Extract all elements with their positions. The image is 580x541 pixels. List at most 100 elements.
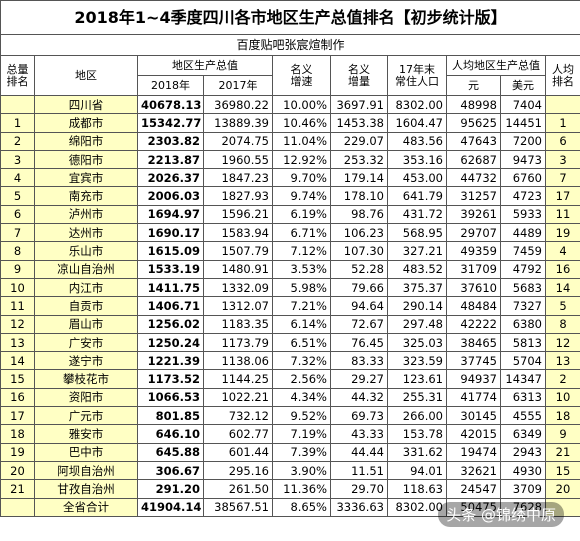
cell: 5813 (500, 332, 546, 353)
cell: 375.37 (387, 277, 447, 298)
cell: 29707 (446, 223, 501, 243)
text: 1596.21 (221, 207, 269, 222)
text: 地区 (75, 68, 97, 82)
text: 13 (555, 353, 571, 368)
text: 20 (10, 463, 25, 478)
row: 17 广元市 801.85 732.12 9.52% 69.73 266.00 30145 45… (0, 406, 580, 426)
text: 名义 (348, 62, 370, 76)
cell: 德阳市 (34, 149, 138, 170)
text: 3 (559, 152, 567, 167)
row: 2 绵阳市 2303.82 2074.75 11.04% 229.07 483.56 4764… (0, 131, 580, 151)
cell: 602.77 (203, 424, 273, 444)
cell: 1411.75 (137, 277, 204, 298)
cell (545, 497, 580, 517)
cell: 1 (545, 113, 580, 133)
text: 资阳市 (68, 390, 104, 405)
text: 8302.00 (395, 500, 443, 515)
cell: 6.19% (272, 204, 331, 225)
text: 52.28 (351, 262, 384, 277)
text: 107.30 (343, 244, 384, 259)
cell: 4 (0, 168, 35, 188)
text: 2303.82 (147, 134, 200, 149)
cell: 327.21 (387, 241, 447, 261)
text: 7.19% (290, 426, 327, 441)
cell: 1183.35 (203, 314, 273, 334)
cell: 泸州市 (34, 204, 138, 225)
cell: 凉山自治州 (34, 259, 138, 279)
header-cell: 人均 排名 (545, 55, 580, 96)
cell: 5 (545, 296, 580, 316)
cell (545, 94, 580, 115)
cell: 94937 (446, 369, 501, 389)
text: 10 (555, 390, 571, 405)
text: 百度贴吧张宸煊制作 (236, 38, 345, 52)
text: 排名 (6, 74, 29, 88)
text: 69.73 (351, 408, 384, 423)
cell: 601.44 (203, 442, 273, 462)
text: 253.32 (343, 152, 384, 167)
row: 14 遂宁市 1221.39 1138.06 7.32% 83.33 323.59 37745… (0, 351, 580, 371)
text: 11 (10, 298, 25, 313)
cell: 1022.21 (203, 387, 273, 408)
text: 30145 (460, 408, 497, 423)
text: 2018年 (151, 78, 190, 92)
text: 7459 (512, 244, 542, 259)
text: 732.12 (228, 408, 269, 423)
text: 1453.38 (336, 115, 384, 130)
text: 3 (13, 152, 22, 167)
cell: 107.30 (330, 241, 388, 261)
text: 9473 (512, 152, 542, 167)
text: 9.74% (290, 189, 327, 204)
text: 1066.53 (147, 390, 200, 405)
text: 44732 (460, 170, 497, 185)
text: 14 (555, 280, 571, 295)
text: 1332.09 (221, 280, 269, 295)
cell: 7404 (500, 94, 546, 115)
text: 雅安市 (68, 426, 104, 441)
text: 3697.91 (336, 97, 384, 112)
cell: 291.20 (137, 479, 204, 499)
cell: 40678.13 (137, 94, 204, 115)
cell: 41904.14 (137, 497, 204, 517)
cell: 资阳市 (34, 387, 138, 408)
cell: 6313 (500, 387, 546, 408)
header-cell: 地区 (34, 55, 138, 96)
subtitle: 百度贴吧张宸煊制作 (0, 34, 580, 56)
cell: 11.36% (272, 479, 331, 499)
text: 297.48 (402, 317, 443, 332)
cell: 内江市 (34, 277, 138, 298)
cell: 7.21% (272, 296, 331, 316)
row: 6 泸州市 1694.97 1596.21 6.19% 98.76 431.72 39261 5… (0, 204, 580, 225)
text: 327.21 (402, 244, 443, 259)
text: 2017年 (218, 78, 258, 92)
text: 306.67 (155, 463, 200, 478)
text: 广安市 (68, 335, 104, 350)
cell: 31257 (446, 186, 501, 206)
cell: 7628 (500, 497, 546, 517)
cell: 20 (545, 479, 580, 499)
text: 261.50 (228, 481, 269, 496)
text: 6.14% (290, 317, 327, 332)
text: 全省合计 (63, 500, 109, 515)
cell: 1690.17 (137, 223, 204, 243)
cell: 266.00 (387, 406, 447, 426)
text: 达州市 (68, 225, 104, 240)
text: 15 (10, 372, 25, 387)
text: 1183.35 (221, 317, 269, 332)
text: 31257 (460, 189, 497, 204)
cell: 453.00 (387, 168, 447, 188)
row: 12 眉山市 1256.02 1183.35 6.14% 72.67 297.48 42222… (0, 314, 580, 334)
cell: 7.32% (272, 351, 331, 371)
cell: 8 (545, 314, 580, 334)
text: 19 (555, 225, 571, 240)
text: 6349 (512, 426, 542, 441)
cell: 14 (0, 351, 35, 371)
text: 7.39% (290, 445, 327, 460)
cell: 295.16 (203, 460, 273, 481)
cell: 4930 (500, 460, 546, 481)
text: 1615.09 (147, 244, 200, 259)
cell: 17 (545, 186, 580, 206)
cell: 37610 (446, 277, 501, 298)
row: 10 内江市 1411.75 1332.09 5.98% 79.66 375.37 37610… (0, 277, 580, 298)
text: 排名 (552, 74, 574, 88)
